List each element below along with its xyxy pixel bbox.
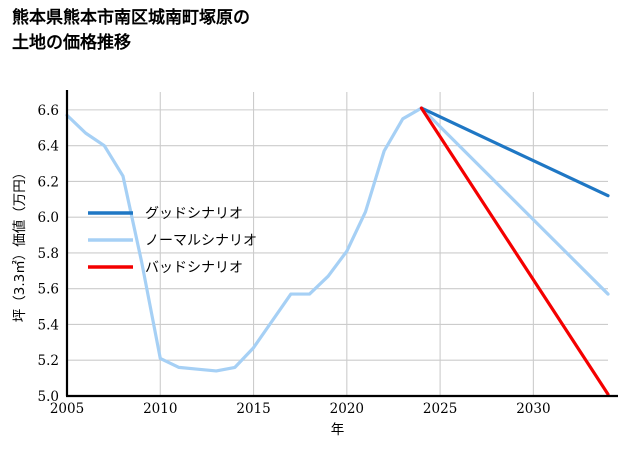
y-tick-label: 5.2 [38, 353, 59, 369]
axes-frame [65, 90, 618, 398]
x-tick-label: 2010 [143, 401, 177, 417]
y-tick-label: 5.0 [38, 389, 59, 405]
y-axis-title: 坪（3.3㎡）価値（万円） [12, 166, 28, 322]
x-tick-label: 2005 [50, 401, 84, 417]
legend-label-2: バッドシナリオ [145, 260, 243, 276]
series-line-2 [419, 106, 610, 396]
y-tick-label: 6.6 [38, 103, 59, 119]
legend-label-0: グッドシナリオ [145, 206, 243, 222]
y-axis-ticks: 5.0 5.2 5.4 5.6 5.8 6.0 6.2 6.4 6.6 [38, 103, 59, 405]
y-tick-label: 6.2 [38, 174, 59, 190]
page-title: 熊本県熊本市南区城南町塚原の 土地の価格推移 [12, 8, 250, 53]
series-line-1 [65, 106, 610, 373]
y-tick-label: 5.6 [38, 282, 59, 298]
y-tick-label: 6.0 [38, 210, 59, 226]
x-axis-ticks: 2005 2010 2015 2020 2025 2030 [50, 401, 551, 417]
x-tick-label: 2020 [330, 401, 364, 417]
x-tick-label: 2030 [516, 401, 550, 417]
x-tick-label: 2015 [236, 401, 270, 417]
x-tick-label: 2025 [423, 401, 457, 417]
legend-label-1: ノーマルシナリオ [145, 233, 257, 249]
y-tick-label: 5.8 [38, 246, 59, 262]
y-tick-label: 6.4 [38, 139, 59, 155]
series-group [65, 106, 610, 396]
y-tick-label: 5.4 [38, 317, 59, 333]
x-axis-title: 年 [331, 422, 345, 438]
series-line-0 [419, 106, 610, 198]
axis-titles: 年 坪（3.3㎡）価値（万円） [12, 166, 344, 438]
